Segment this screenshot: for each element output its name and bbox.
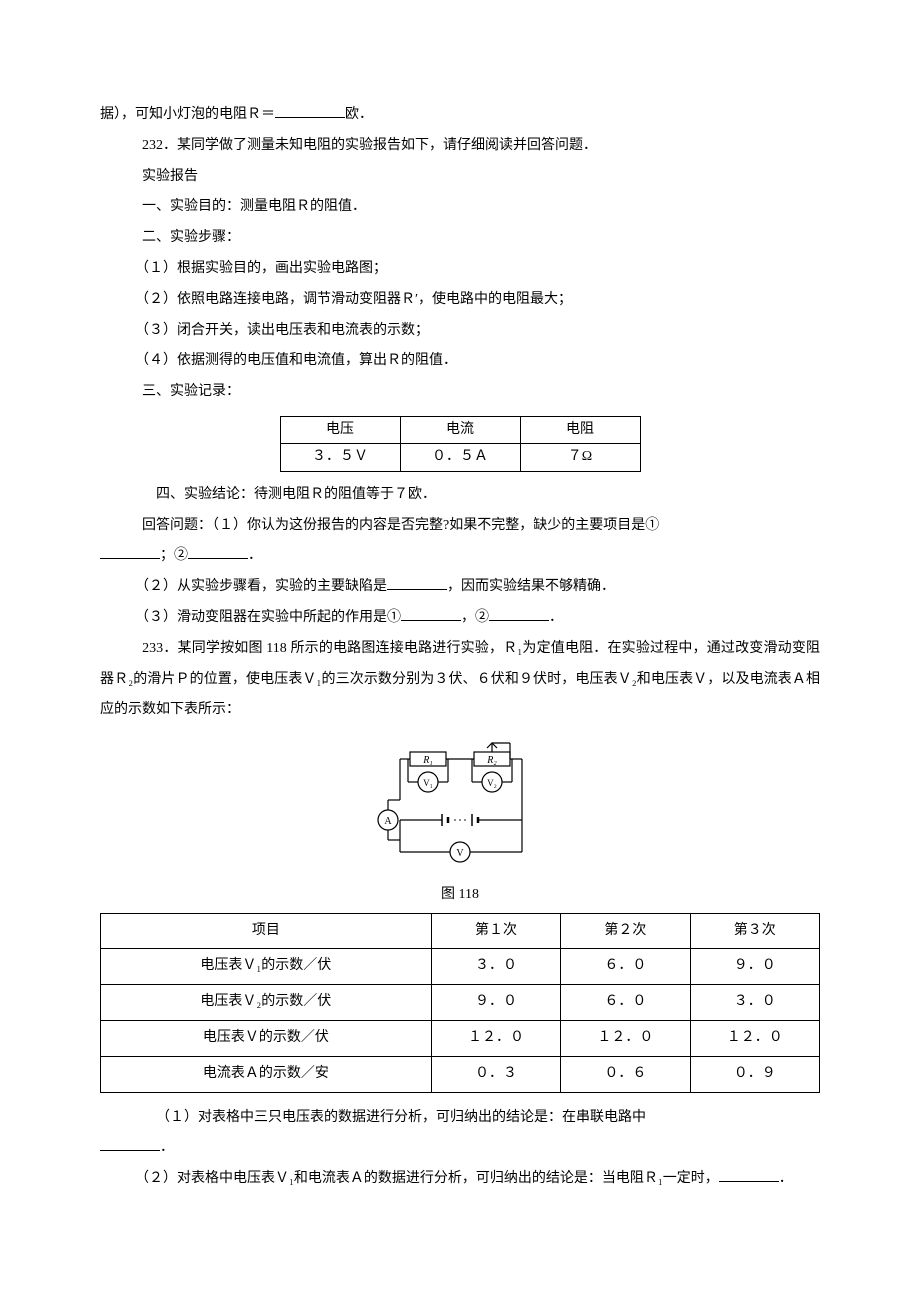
- q233-r0c0: 电压表Ｖ₁的示数／伏: [101, 949, 432, 985]
- q232-answer-q1: 回答问题：（１）你认为这份报告的内容是否完整?如果不完整，缺少的主要项目是①: [100, 511, 820, 542]
- q232-step3: （３）闭合开关，读出电压表和电流表的示数；: [100, 316, 820, 347]
- circuit-r2-label: R₂: [486, 755, 497, 766]
- q232-conclusion: 四、实验结论：待测电阻Ｒ的阻值等于７欧．: [100, 480, 820, 511]
- q232-th-current: 电流: [400, 416, 520, 443]
- q232-q2-b: ，因而实验结果不够精确．: [447, 579, 615, 594]
- blank-q233-1: [100, 1137, 160, 1151]
- q233-r1c2: ６．０: [561, 985, 690, 1021]
- circuit-diagram-icon: R₁ R₂ V₁ V₂ A: [370, 740, 550, 870]
- q233-r1c3: ３．０: [690, 985, 819, 1021]
- q233-q1-a: （１）对表格中三只电压表的数据进行分析，可归纳出的结论是：在串联电路中: [156, 1110, 646, 1125]
- q233-r1c0: 电压表Ｖ₂的示数／伏: [101, 985, 432, 1021]
- table-row: 电压 电流 电阻: [280, 416, 640, 443]
- blank-q1-1: [100, 545, 160, 559]
- blank-q233-2: [719, 1168, 779, 1182]
- q232-td-resistance: ７Ω: [520, 444, 640, 471]
- q233-r3c1: ０．３: [431, 1056, 560, 1092]
- intro-line: 据），可知小灯泡的电阻Ｒ＝ 欧．: [100, 100, 820, 131]
- table-row: 电流表Ａ的示数／安 ０．３ ０．６ ０．９: [101, 1056, 820, 1092]
- q232-purpose: 一、实验目的：测量电阻Ｒ的阻值．: [100, 192, 820, 223]
- q233-th-item: 项目: [101, 913, 432, 949]
- q233-r3c3: ０．９: [690, 1056, 819, 1092]
- q233-q2-b: ．: [779, 1171, 793, 1186]
- q233-r2c2: １２．０: [561, 1020, 690, 1056]
- circuit-v-label: V: [456, 848, 464, 859]
- blank-q3-1: [401, 607, 461, 621]
- q232-table: 电压 电流 电阻 ３．５Ｖ ０．５Ａ ７Ω: [280, 416, 641, 472]
- q232-step2: （２）依照电路连接电路，调节滑动变阻器Ｒ′，使电路中的电阻最大；: [100, 285, 820, 316]
- q233-q2-a: （２）对表格中电压表Ｖ₁和电流表Ａ的数据进行分析，可归纳出的结论是：当电阻Ｒ₁一…: [128, 1171, 719, 1186]
- q233-q1-blank-line: ．: [100, 1133, 820, 1164]
- blank-intro: [275, 104, 345, 118]
- q233-fig-caption: 图 118: [100, 885, 820, 905]
- q233-r2c1: １２．０: [431, 1020, 560, 1056]
- circuit-v1-label: V₁: [423, 778, 433, 788]
- q232-step4: （４）依据测得的电压值和电流值，算出Ｒ的阻值．: [100, 346, 820, 377]
- q233-p1: 233．某同学按如图 118 所示的电路图连接电路进行实验，Ｒ₁为定值电阻．在实…: [100, 634, 820, 726]
- q233-r0c1: ３．０: [431, 949, 560, 985]
- table-row: 项目 第１次 第２次 第３次: [101, 913, 820, 949]
- q232-title: 232．某同学做了测量未知电阻的实验报告如下，请仔细阅读并回答问题．: [100, 131, 820, 162]
- q232-q1-b: ；②: [160, 548, 188, 563]
- q233-q1-b: ．: [160, 1140, 174, 1155]
- q233-r3c2: ０．６: [561, 1056, 690, 1092]
- q232-td-current: ０．５Ａ: [400, 444, 520, 471]
- q233-r0c3: ９．０: [690, 949, 819, 985]
- q233-r1c1: ９．０: [431, 985, 560, 1021]
- table-row: 电压表Ｖ₂的示数／伏 ９．０ ６．０ ３．０: [101, 985, 820, 1021]
- table-row: 电压表Ｖ₁的示数／伏 ３．０ ６．０ ９．０: [101, 949, 820, 985]
- blank-q3-2: [489, 607, 549, 621]
- table-row: 电压表Ｖ的示数／伏 １２．０ １２．０ １２．０: [101, 1020, 820, 1056]
- q232-steps-label: 二、实验步骤：: [100, 223, 820, 254]
- blank-q1-2: [188, 545, 248, 559]
- q232-th-voltage: 电压: [280, 416, 400, 443]
- q233-th-3: 第３次: [690, 913, 819, 949]
- q232-answer-q2: （２）从实验步骤看，实验的主要缺陷是 ，因而实验结果不够精确．: [100, 572, 820, 603]
- blank-q2: [387, 576, 447, 590]
- q233-circuit-figure: R₁ R₂ V₁ V₂ A: [100, 740, 820, 883]
- circuit-v2-label: V₂: [487, 778, 497, 788]
- q232-th-resistance: 电阻: [520, 416, 640, 443]
- q232-step1: （１）根据实验目的，画出实验电路图；: [100, 254, 820, 285]
- q232-answer-q3: （３）滑动变阻器在实验中所起的作用是① ，② ．: [100, 603, 820, 634]
- q233-r3c0: 电流表Ａ的示数／安: [101, 1056, 432, 1092]
- q232-q1-a: 回答问题：（１）你认为这份报告的内容是否完整?如果不完整，缺少的主要项目是①: [128, 518, 659, 533]
- q233-th-2: 第２次: [561, 913, 690, 949]
- q233-r0c2: ６．０: [561, 949, 690, 985]
- q232-answer-q1-line2: ；② ．: [100, 541, 820, 572]
- q233-r2c0: 电压表Ｖ的示数／伏: [101, 1020, 432, 1056]
- q232-record-label: 三、实验记录：: [100, 377, 820, 408]
- q232-q2-a: （２）从实验步骤看，实验的主要缺陷是: [128, 579, 387, 594]
- q232-q3-b: ，②: [461, 610, 489, 625]
- table-row: ３．５Ｖ ０．５Ａ ７Ω: [280, 444, 640, 471]
- q232-q3-c: ．: [549, 610, 563, 625]
- q232-q3-a: （３）滑动变阻器在实验中所起的作用是①: [128, 610, 401, 625]
- q233-table: 项目 第１次 第２次 第３次 电压表Ｖ₁的示数／伏 ３．０ ６．０ ９．０ 电压…: [100, 913, 820, 1093]
- q232-td-voltage: ３．５Ｖ: [280, 444, 400, 471]
- q233-q1: （１）对表格中三只电压表的数据进行分析，可归纳出的结论是：在串联电路中: [100, 1103, 820, 1134]
- q232-q1-c: ．: [248, 548, 262, 563]
- q233-q2: （２）对表格中电压表Ｖ₁和电流表Ａ的数据进行分析，可归纳出的结论是：当电阻Ｒ₁一…: [100, 1164, 820, 1195]
- q233-r2c3: １２．０: [690, 1020, 819, 1056]
- circuit-a-label: A: [384, 816, 392, 827]
- intro-text-a: 据），可知小灯泡的电阻Ｒ＝: [100, 107, 275, 122]
- q232-report-label: 实验报告: [100, 162, 820, 193]
- q233-th-1: 第１次: [431, 913, 560, 949]
- circuit-r1-label: R₁: [422, 755, 433, 766]
- intro-text-b: 欧．: [345, 107, 373, 122]
